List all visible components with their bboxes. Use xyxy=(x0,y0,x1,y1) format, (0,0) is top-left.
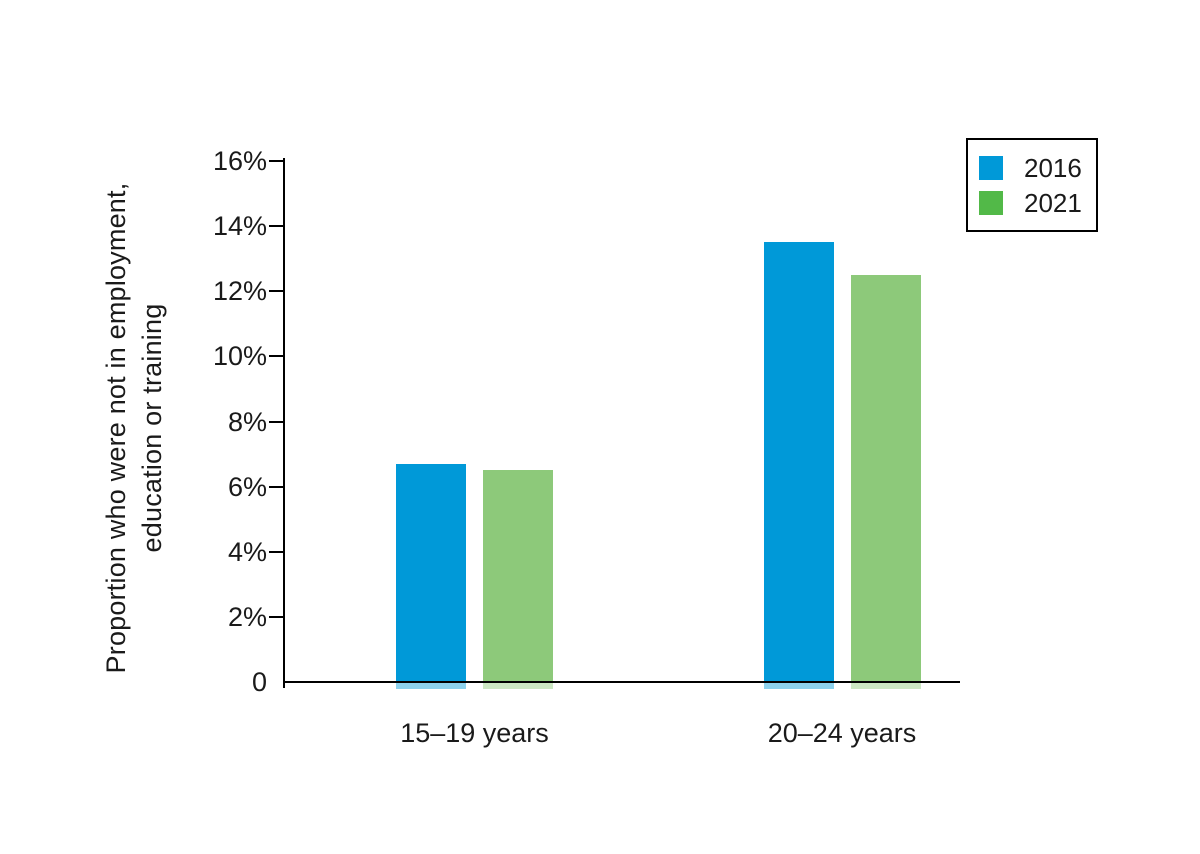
y-tick-label-12: 12% xyxy=(212,276,267,307)
x-axis-line xyxy=(283,681,960,683)
y-tick-label-10: 10% xyxy=(212,341,267,372)
y-tick-label-8: 8% xyxy=(227,406,267,437)
y-tick-label-4: 4% xyxy=(227,536,267,567)
y-tick-mark-6 xyxy=(269,485,283,488)
y-axis-title-line2: education or training xyxy=(137,303,167,553)
y-tick-mark-16 xyxy=(269,160,283,163)
legend-label-2021: 2021 xyxy=(1024,187,1082,218)
y-tick-mark-8 xyxy=(269,420,283,423)
y-axis-line xyxy=(283,158,285,688)
bar-2021-20–24-years xyxy=(850,275,921,682)
bar-base-overhang xyxy=(763,682,834,689)
bar-2021-15–19-years xyxy=(483,470,553,682)
legend-swatch-2021 xyxy=(979,190,1003,215)
legend-swatch-2016 xyxy=(979,155,1003,180)
legend-label-2016: 2016 xyxy=(1024,152,1082,183)
y-tick-label-2: 2% xyxy=(227,601,267,632)
y-tick-mark-12 xyxy=(269,290,283,293)
x-axis-label-15-19-years: 15–19 years xyxy=(400,718,549,748)
y-axis-title: Proportion who were not in employment, e… xyxy=(98,98,170,758)
bar-2016-20–24-years xyxy=(763,242,834,682)
y-tick-mark-10 xyxy=(269,355,283,358)
y-tick-mark-14 xyxy=(269,225,283,228)
bar-base-overhang xyxy=(396,682,466,689)
y-tick-label-0: 0 xyxy=(251,667,267,697)
y-axis-title-line1: Proportion who were not in employment, xyxy=(101,182,131,674)
legend: 2016 2021 xyxy=(966,138,1098,232)
bar-base-overhang xyxy=(483,682,553,689)
y-tick-label-6: 6% xyxy=(227,471,267,502)
y-tick-mark-2 xyxy=(269,615,283,618)
x-axis-label-20-24-years: 20–24 years xyxy=(767,718,917,748)
bar-base-overhang xyxy=(850,682,921,689)
legend-item-2016: 2016 xyxy=(979,152,1096,183)
y-tick-label-16: 16% xyxy=(212,146,267,177)
legend-item-2021: 2021 xyxy=(979,187,1096,218)
bar-2016-15–19-years xyxy=(396,463,466,682)
y-tick-label-14: 14% xyxy=(212,211,267,242)
y-tick-mark-4 xyxy=(269,550,283,553)
